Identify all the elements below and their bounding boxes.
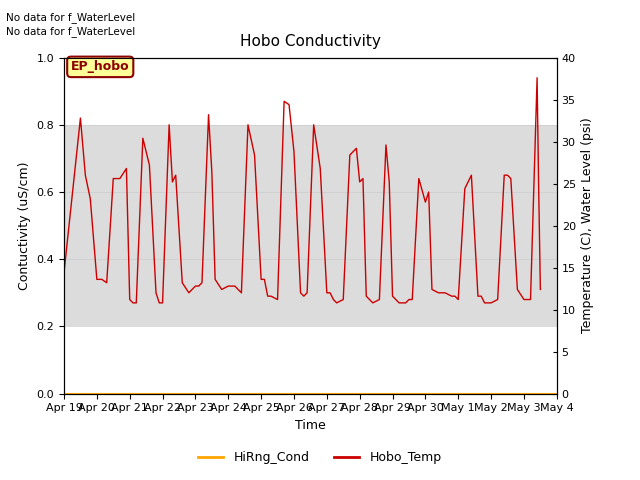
X-axis label: Time: Time (295, 419, 326, 432)
Y-axis label: Contuctivity (uS/cm): Contuctivity (uS/cm) (18, 161, 31, 290)
Text: No data for f_WaterLevel: No data for f_WaterLevel (6, 26, 136, 37)
Text: No data for f_WaterLevel: No data for f_WaterLevel (6, 12, 136, 23)
Title: Hobo Conductivity: Hobo Conductivity (240, 35, 381, 49)
Y-axis label: Temperature (C), Water Level (psi): Temperature (C), Water Level (psi) (581, 118, 595, 334)
Text: EP_hobo: EP_hobo (71, 60, 129, 73)
Legend: HiRng_Cond, Hobo_Temp: HiRng_Cond, Hobo_Temp (193, 446, 447, 469)
Bar (64, 125, 557, 326)
